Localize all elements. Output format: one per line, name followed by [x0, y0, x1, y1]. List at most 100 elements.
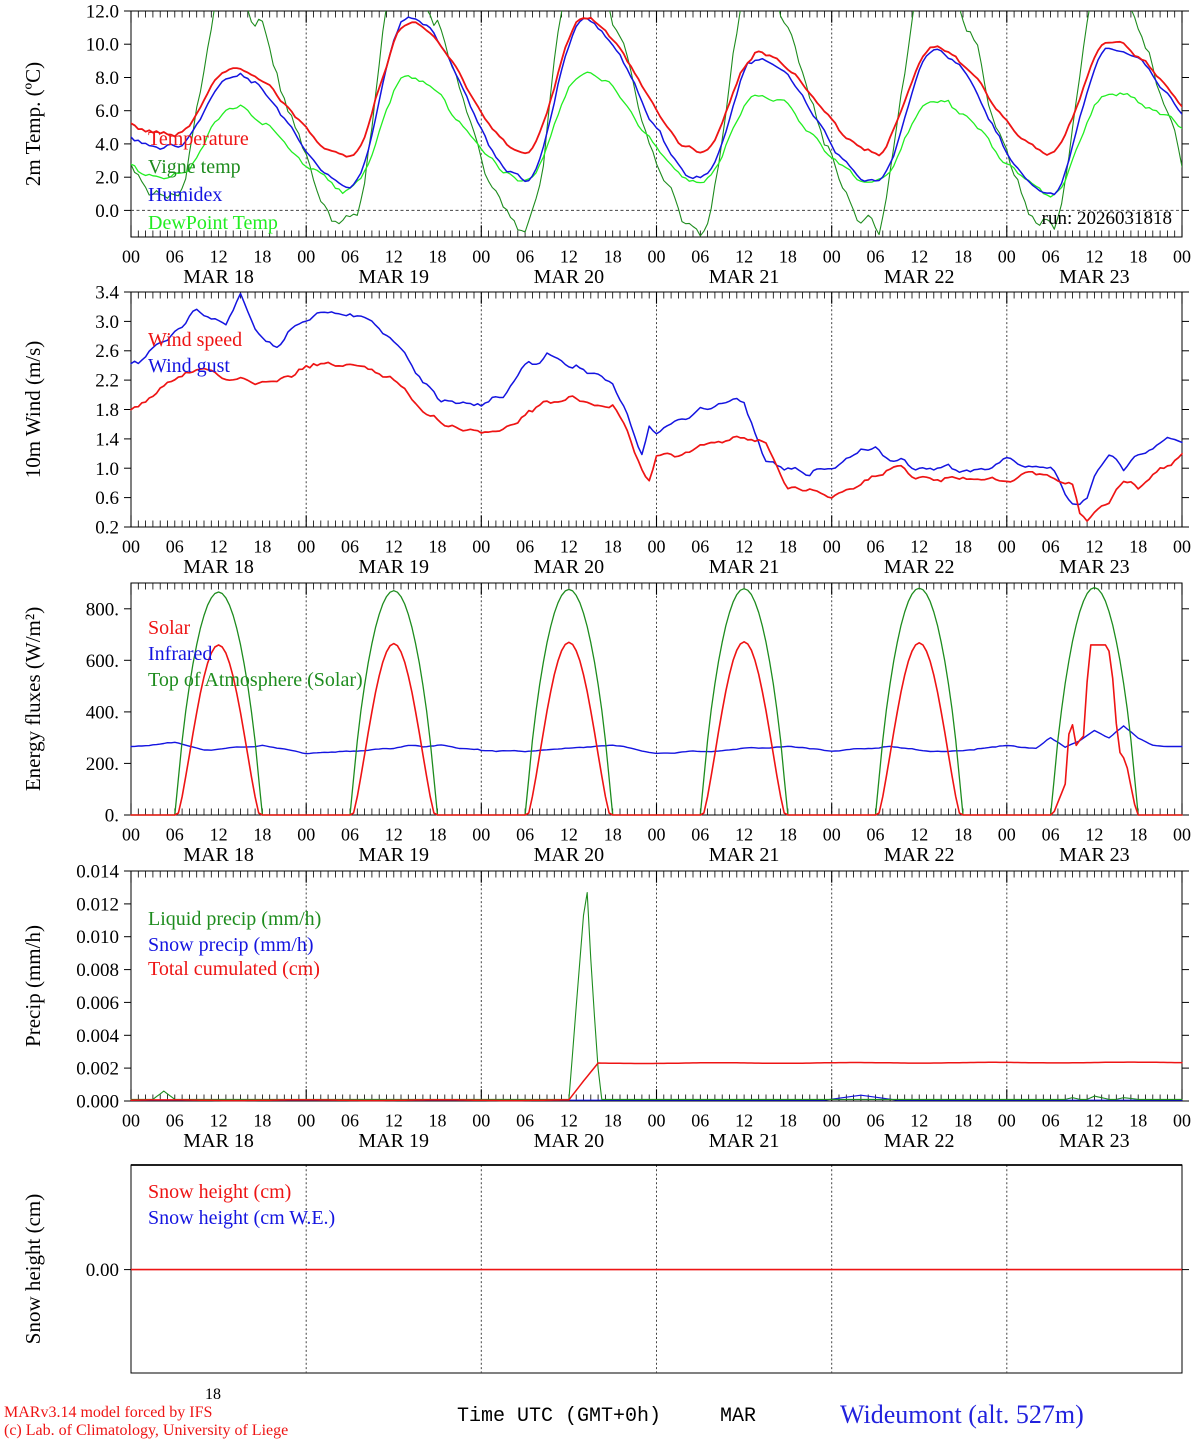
svg-text:12: 12	[385, 1111, 403, 1131]
svg-text:0.00: 0.00	[86, 1260, 119, 1281]
svg-text:0.010: 0.010	[76, 927, 119, 948]
svg-text:00: 00	[472, 247, 490, 267]
svg-text:00: 00	[472, 1111, 490, 1131]
svg-text:MAR 19: MAR 19	[358, 1130, 429, 1152]
svg-text:00: 00	[823, 247, 841, 267]
svg-text:12: 12	[1085, 247, 1103, 267]
svg-text:18: 18	[1129, 247, 1147, 267]
svg-text:Wind gust: Wind gust	[148, 355, 230, 377]
svg-text:18: 18	[779, 247, 797, 267]
svg-text:18: 18	[205, 1386, 221, 1403]
svg-text:0.2: 0.2	[95, 518, 119, 539]
svg-text:MAR 22: MAR 22	[884, 844, 955, 866]
svg-text:400.: 400.	[86, 702, 119, 723]
svg-text:18: 18	[779, 537, 797, 557]
svg-text:00: 00	[122, 1111, 140, 1131]
svg-text:06: 06	[1042, 537, 1060, 557]
svg-text:18: 18	[429, 247, 447, 267]
svg-text:2.6: 2.6	[95, 341, 119, 362]
svg-text:12: 12	[560, 247, 578, 267]
svg-text:MAR 18: MAR 18	[183, 266, 254, 288]
svg-text:1.0: 1.0	[95, 459, 119, 480]
svg-text:18: 18	[1129, 825, 1147, 845]
svg-text:MAR 23: MAR 23	[1059, 556, 1130, 578]
svg-text:00: 00	[122, 825, 140, 845]
svg-text:12: 12	[735, 247, 753, 267]
svg-text:06: 06	[1042, 247, 1060, 267]
svg-text:18: 18	[253, 1111, 271, 1131]
svg-text:18: 18	[779, 1111, 797, 1131]
svg-text:18: 18	[253, 247, 271, 267]
svg-text:06: 06	[166, 247, 184, 267]
svg-text:12: 12	[735, 1111, 753, 1131]
svg-text:06: 06	[341, 825, 359, 845]
svg-text:0.014: 0.014	[76, 862, 119, 883]
svg-text:06: 06	[867, 537, 885, 557]
svg-text:8.0: 8.0	[95, 68, 119, 89]
svg-text:Snow height (cm W.E.): Snow height (cm W.E.)	[148, 1207, 335, 1229]
svg-text:800.: 800.	[86, 599, 119, 620]
svg-text:00: 00	[823, 825, 841, 845]
svg-text:MAR 18: MAR 18	[183, 556, 254, 578]
svg-text:06: 06	[867, 1111, 885, 1131]
svg-text:Wind speed: Wind speed	[148, 329, 242, 351]
svg-text:Energy fluxes (W/m²): Energy fluxes (W/m²)	[21, 607, 45, 791]
svg-text:18: 18	[253, 825, 271, 845]
svg-text:00: 00	[1173, 825, 1191, 845]
svg-text:12: 12	[385, 247, 403, 267]
svg-text:MAR 18: MAR 18	[183, 1130, 254, 1152]
svg-text:06: 06	[516, 825, 534, 845]
svg-text:12: 12	[385, 825, 403, 845]
svg-text:Temperature: Temperature	[148, 128, 249, 150]
svg-text:MAR 18: MAR 18	[183, 844, 254, 866]
svg-text:06: 06	[867, 247, 885, 267]
svg-text:18: 18	[954, 1111, 972, 1131]
svg-text:Infrared: Infrared	[148, 643, 212, 665]
svg-text:06: 06	[166, 1111, 184, 1131]
svg-text:MAR 21: MAR 21	[709, 556, 780, 578]
svg-text:06: 06	[341, 247, 359, 267]
svg-text:06: 06	[341, 537, 359, 557]
svg-text:12: 12	[735, 825, 753, 845]
svg-text:Precip (mm/h): Precip (mm/h)	[21, 925, 45, 1047]
svg-text:18: 18	[604, 1111, 622, 1131]
svg-text:06: 06	[341, 1111, 359, 1131]
svg-text:MAR 21: MAR 21	[709, 266, 780, 288]
svg-text:12.0: 12.0	[86, 2, 119, 23]
svg-text:18: 18	[604, 247, 622, 267]
svg-text:MAR 19: MAR 19	[358, 844, 429, 866]
svg-text:MAR 19: MAR 19	[358, 556, 429, 578]
svg-text:12: 12	[560, 537, 578, 557]
svg-text:18: 18	[1129, 1111, 1147, 1131]
svg-text:12: 12	[910, 825, 928, 845]
svg-text:12: 12	[210, 247, 228, 267]
svg-text:Top of Atmosphere (Solar): Top of Atmosphere (Solar)	[148, 669, 363, 691]
svg-text:Humidex: Humidex	[148, 184, 222, 206]
svg-text:MAR 19: MAR 19	[358, 266, 429, 288]
svg-text:00: 00	[823, 1111, 841, 1131]
svg-text:Solar: Solar	[148, 617, 191, 639]
svg-text:MAR 23: MAR 23	[1059, 1130, 1130, 1152]
svg-text:00: 00	[297, 537, 315, 557]
svg-text:12: 12	[910, 1111, 928, 1131]
svg-text:12: 12	[210, 1111, 228, 1131]
svg-text:18: 18	[604, 825, 622, 845]
svg-text:18: 18	[429, 1111, 447, 1131]
svg-text:MAR 22: MAR 22	[884, 1130, 955, 1152]
svg-text:00: 00	[998, 537, 1016, 557]
svg-text:Snow precip (mm/h): Snow precip (mm/h)	[148, 934, 314, 956]
svg-text:Liquid precip (mm/h): Liquid precip (mm/h)	[148, 908, 321, 930]
svg-text:06: 06	[691, 1111, 709, 1131]
svg-text:00: 00	[823, 537, 841, 557]
svg-text:18: 18	[604, 537, 622, 557]
svg-text:00: 00	[297, 825, 315, 845]
svg-text:2m Temp. (ºC): 2m Temp. (ºC)	[21, 62, 45, 186]
svg-text:18: 18	[429, 825, 447, 845]
svg-text:18: 18	[253, 537, 271, 557]
svg-text:MAR 20: MAR 20	[534, 1130, 605, 1152]
svg-text:12: 12	[385, 537, 403, 557]
svg-text:12: 12	[1085, 1111, 1103, 1131]
svg-text:2.2: 2.2	[95, 371, 119, 392]
svg-text:3.0: 3.0	[95, 312, 119, 333]
svg-text:MAR 20: MAR 20	[534, 266, 605, 288]
